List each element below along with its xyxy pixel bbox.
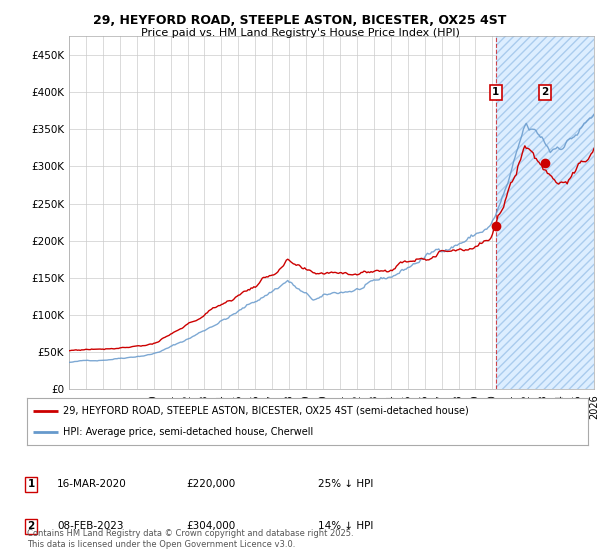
Text: 29, HEYFORD ROAD, STEEPLE ASTON, BICESTER, OX25 4ST: 29, HEYFORD ROAD, STEEPLE ASTON, BICESTE…	[94, 14, 506, 27]
Text: 14% ↓ HPI: 14% ↓ HPI	[318, 521, 373, 531]
Text: 1: 1	[492, 87, 499, 97]
Text: 16-MAR-2020: 16-MAR-2020	[57, 479, 127, 489]
Text: Contains HM Land Registry data © Crown copyright and database right 2025.
This d: Contains HM Land Registry data © Crown c…	[27, 529, 353, 549]
Text: 2: 2	[541, 87, 548, 97]
Text: 08-FEB-2023: 08-FEB-2023	[57, 521, 124, 531]
Bar	[496, 36, 594, 389]
Text: HPI: Average price, semi-detached house, Cherwell: HPI: Average price, semi-detached house,…	[64, 427, 314, 437]
Text: £220,000: £220,000	[186, 479, 235, 489]
Text: 1: 1	[28, 479, 35, 489]
Text: 25% ↓ HPI: 25% ↓ HPI	[318, 479, 373, 489]
Text: Price paid vs. HM Land Registry's House Price Index (HPI): Price paid vs. HM Land Registry's House …	[140, 28, 460, 38]
Text: 29, HEYFORD ROAD, STEEPLE ASTON, BICESTER, OX25 4ST (semi-detached house): 29, HEYFORD ROAD, STEEPLE ASTON, BICESTE…	[64, 406, 469, 416]
Text: 2: 2	[28, 521, 35, 531]
Bar	[496, 36, 594, 389]
Text: £304,000: £304,000	[186, 521, 235, 531]
